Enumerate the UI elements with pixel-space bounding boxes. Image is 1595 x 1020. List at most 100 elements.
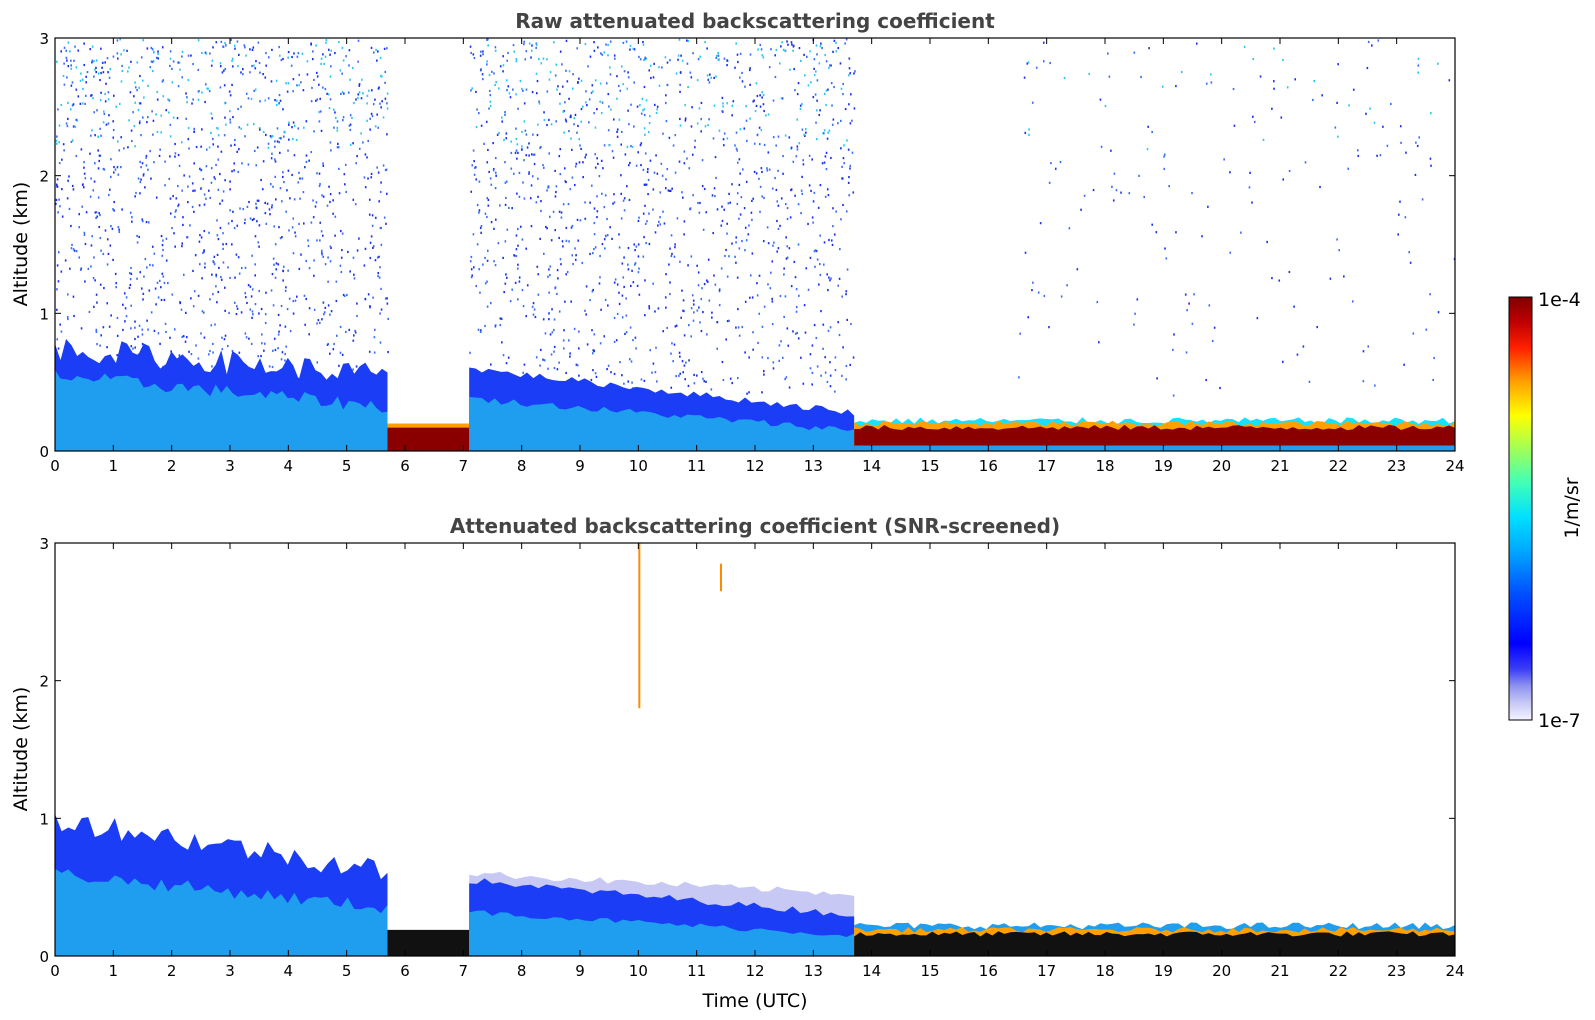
- noise-speckle: [692, 319, 695, 322]
- noise-speckle: [585, 101, 587, 104]
- noise-speckle: [147, 328, 149, 331]
- noise-speckle: [321, 253, 323, 256]
- noise-speckle: [338, 167, 340, 171]
- noise-speckle: [813, 58, 816, 61]
- noise-speckle: [532, 302, 535, 305]
- noise-speckle: [537, 273, 540, 276]
- noise-speckle: [372, 296, 374, 299]
- noise-speckle: [599, 254, 601, 258]
- noise-speckle: [343, 173, 346, 176]
- noise-speckle: [572, 262, 574, 266]
- noise-speckle: [790, 285, 793, 288]
- noise-speckle: [663, 222, 666, 225]
- noise-speckle: [571, 176, 574, 179]
- noise-speckle: [386, 297, 388, 300]
- noise-speckle: [55, 202, 57, 205]
- noise-speckle: [65, 122, 68, 125]
- noise-speckle: [94, 162, 96, 165]
- noise-speckle: [143, 96, 145, 99]
- noise-speckle: [827, 193, 830, 197]
- noise-speckle: [494, 187, 497, 190]
- noise-speckle: [147, 168, 149, 171]
- noise-speckle: [728, 255, 730, 258]
- noise-speckle: [271, 365, 274, 369]
- noise-speckle: [783, 267, 785, 270]
- noise-speckle: [673, 343, 676, 346]
- noise-speckle: [655, 346, 657, 349]
- noise-speckle: [63, 62, 65, 65]
- noise-speckle: [313, 78, 315, 82]
- noise-speckle: [550, 123, 553, 126]
- noise-speckle: [766, 226, 769, 229]
- noise-speckle: [556, 88, 558, 91]
- noise-speckle: [807, 84, 810, 87]
- noise-speckle: [315, 99, 317, 102]
- noise-speckle: [571, 254, 574, 257]
- noise-speckle: [504, 113, 506, 116]
- noise-speckle: [616, 128, 619, 131]
- noise-speckle: [640, 378, 643, 381]
- noise-speckle: [128, 286, 131, 290]
- noise-speckle: [179, 301, 181, 304]
- noise-speckle: [559, 50, 562, 53]
- noise-speckle: [376, 256, 379, 259]
- noise-speckle: [369, 117, 371, 120]
- noise-speckle: [177, 153, 180, 157]
- noise-speckle: [832, 207, 834, 210]
- noise-speckle: [211, 117, 214, 120]
- x-tick-label: 11: [687, 457, 706, 475]
- noise-speckle: [848, 57, 851, 60]
- noise-speckle: [318, 120, 321, 123]
- noise-speckle: [1252, 115, 1254, 118]
- noise-speckle: [93, 75, 95, 78]
- noise-speckle: [223, 134, 226, 137]
- noise-speckle: [147, 221, 150, 224]
- noise-speckle: [1223, 158, 1225, 161]
- noise-speckle: [173, 328, 176, 331]
- noise-speckle: [113, 165, 115, 169]
- noise-speckle: [591, 84, 594, 87]
- noise-speckle: [192, 62, 194, 66]
- noise-speckle: [519, 225, 522, 228]
- noise-speckle: [369, 306, 371, 309]
- noise-speckle: [322, 195, 325, 198]
- noise-speckle: [487, 198, 490, 202]
- y-tick-label: 0: [39, 443, 49, 461]
- noise-speckle: [530, 184, 533, 187]
- noise-speckle: [249, 285, 252, 288]
- noise-speckle: [1347, 167, 1349, 170]
- noise-speckle: [639, 104, 641, 107]
- noise-speckle: [377, 87, 380, 90]
- noise-speckle: [343, 92, 345, 95]
- noise-speckle: [1362, 380, 1365, 383]
- noise-speckle: [564, 180, 567, 183]
- noise-speckle: [722, 102, 724, 105]
- noise-speckle: [265, 133, 267, 137]
- noise-speckle: [103, 168, 106, 171]
- noise-speckle: [288, 229, 290, 232]
- noise-speckle: [578, 347, 580, 350]
- noise-speckle: [56, 60, 58, 63]
- noise-speckle: [570, 226, 573, 229]
- noise-speckle: [758, 274, 761, 277]
- noise-speckle: [252, 123, 255, 126]
- noise-speckle: [516, 157, 518, 160]
- noise-speckle: [509, 299, 512, 303]
- noise-speckle: [205, 83, 207, 86]
- noise-speckle: [280, 59, 283, 62]
- noise-speckle: [839, 62, 842, 65]
- noise-speckle: [491, 70, 493, 73]
- noise-speckle: [319, 183, 321, 186]
- noise-speckle: [380, 243, 383, 246]
- noise-speckle: [697, 271, 700, 274]
- noise-speckle: [1308, 380, 1311, 383]
- noise-speckle: [592, 252, 594, 255]
- noise-speckle: [1054, 167, 1057, 170]
- noise-speckle: [739, 128, 742, 131]
- noise-speckle: [349, 143, 352, 146]
- noise-speckle: [217, 145, 219, 148]
- noise-speckle: [267, 146, 270, 149]
- noise-speckle: [830, 239, 833, 242]
- noise-speckle: [302, 191, 305, 194]
- noise-speckle: [265, 291, 267, 294]
